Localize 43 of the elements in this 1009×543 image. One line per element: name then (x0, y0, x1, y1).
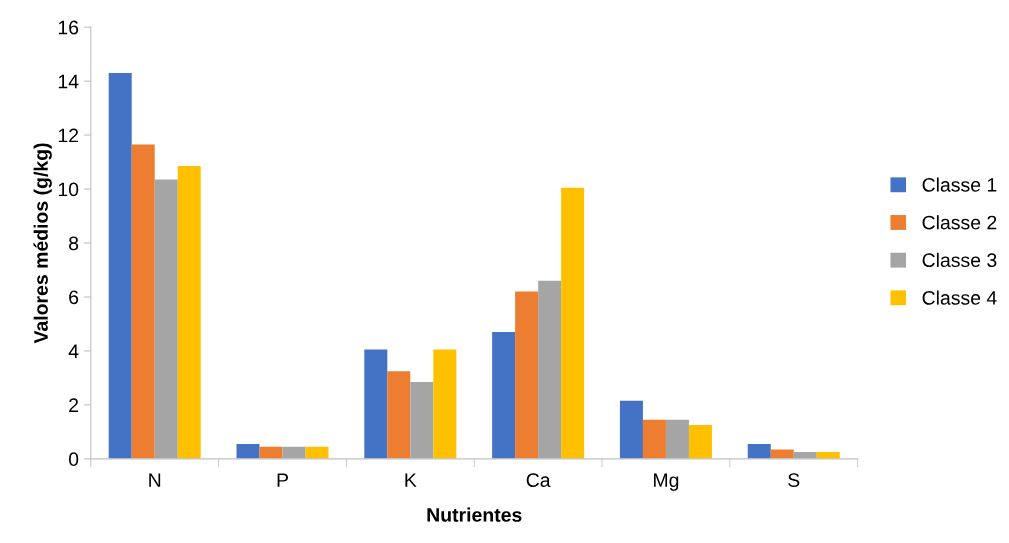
bar (538, 280, 562, 459)
legend-label: Classe 4 (922, 290, 997, 305)
bar (177, 166, 201, 459)
y-tick-label: 14 (58, 74, 79, 89)
x-tick-label: P (277, 473, 288, 487)
legend-label: Classe 1 (922, 177, 997, 192)
bar (410, 381, 434, 459)
y-tick-label: 6 (69, 290, 79, 305)
bar (747, 444, 771, 459)
x-axis-title: Nutrientes (427, 507, 522, 522)
bar (131, 144, 155, 459)
x-tick-label: Mg (654, 473, 679, 491)
bar (364, 349, 388, 459)
bar (108, 73, 132, 459)
legend-label: Classe 3 (922, 252, 997, 268)
legend-label: Classe 2 (922, 215, 997, 230)
y-tick-label: 10 (58, 182, 79, 197)
bar (433, 349, 457, 459)
x-tick-label: S (788, 473, 800, 488)
bar (259, 446, 283, 459)
bar (236, 444, 260, 459)
bar (154, 179, 178, 459)
bar (619, 400, 643, 459)
y-tick-label: 8 (69, 236, 79, 251)
bar (305, 446, 329, 459)
bar (642, 419, 666, 459)
bar (387, 371, 411, 459)
y-tick-label: 12 (58, 128, 79, 143)
bar (282, 446, 306, 459)
x-tick-label: K (405, 473, 417, 487)
y-tick-label: 16 (58, 20, 79, 35)
y-tick-label: 0 (68, 452, 79, 467)
bar (515, 291, 539, 459)
bar (688, 425, 712, 459)
bar (665, 419, 689, 459)
x-tick-label: N (149, 473, 161, 487)
bar (561, 187, 585, 459)
y-tick-label: 4 (68, 344, 79, 358)
y-tick-label: 2 (69, 398, 79, 412)
x-tick-label: Ca (526, 473, 551, 488)
y-axis-title: Valores médios (g/kg) (33, 143, 52, 344)
bar (770, 449, 794, 459)
bar (492, 332, 516, 459)
